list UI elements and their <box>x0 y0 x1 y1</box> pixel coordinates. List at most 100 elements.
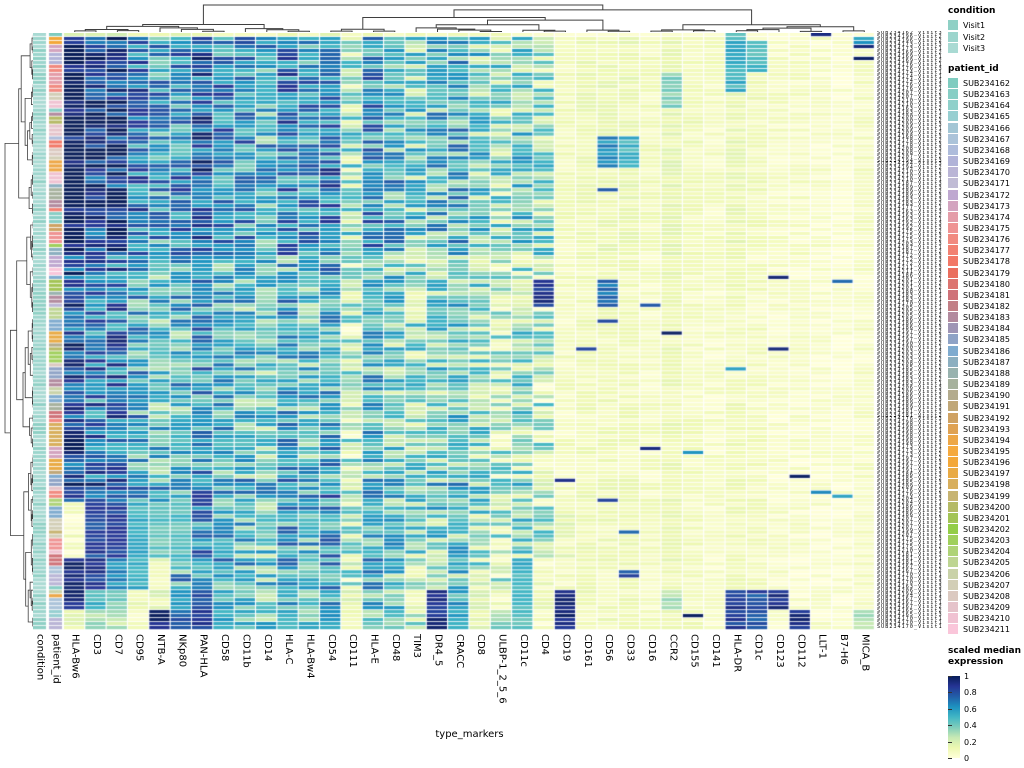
marker-label: CRACC <box>453 634 465 669</box>
marker-label: PAN-HLA <box>197 634 209 678</box>
marker-label: HLA-DR <box>731 634 743 673</box>
colorbar-gradient <box>948 676 960 758</box>
legend-patient-item-swatch <box>948 289 958 300</box>
colorbar-tick-mark <box>948 692 952 694</box>
marker-label: CCR2 <box>667 634 679 662</box>
legend-patient-item-swatch <box>948 546 958 557</box>
legend-patient-item-label: SUB234168 <box>963 145 1010 155</box>
marker-label: NKp80 <box>176 634 188 668</box>
legend-patient-item-label: SUB234205 <box>963 558 1010 568</box>
legend-patient-item-swatch <box>948 78 958 88</box>
legend-patient-item-swatch <box>948 379 958 390</box>
legend-patient-item-swatch <box>948 590 958 601</box>
legend-patient-item-swatch <box>948 535 958 546</box>
legend-patient-item-swatch <box>948 100 958 111</box>
marker-label: CD7 <box>112 634 124 656</box>
legend-patient-item-swatch <box>948 479 958 490</box>
legend-patient-item-swatch <box>948 122 958 133</box>
marker-label: HLA-E <box>368 634 380 664</box>
colorbar-tick-mark <box>948 741 952 743</box>
legend-panel: condition Visit1 Visit2 Visit3 patient_id … <box>948 0 1024 768</box>
legend-patient-item-swatch <box>948 334 958 345</box>
legend-patient-item-label: SUB234201 <box>963 513 1010 523</box>
colorbar-tick-label: 0.2 <box>964 737 977 747</box>
legend-patient-item-swatch <box>948 111 958 122</box>
legend-patient-item-swatch <box>948 624 958 635</box>
marker-label: B7-H6 <box>837 634 849 665</box>
legend-patient-item-swatch <box>948 468 958 479</box>
legend-patient-item-swatch <box>948 390 958 401</box>
marker-label: CD4 <box>539 634 551 656</box>
marker-label: CD1c <box>752 634 764 661</box>
legend-patient-item-swatch <box>948 501 958 512</box>
legend-patient-item-swatch <box>948 345 958 356</box>
legend-patient-item-label: SUB234187 <box>963 357 1010 367</box>
legend-condition-item-label: Visit3 <box>963 44 986 53</box>
legend-patient-item-swatch <box>948 557 958 568</box>
marker-label: CD141 <box>709 634 721 668</box>
legend-patient-item-label: SUB234170 <box>963 168 1010 178</box>
legend-patient-item-swatch <box>948 602 958 613</box>
legend-patient-item-label: SUB234180 <box>963 279 1010 289</box>
legend-patient-item-swatch <box>948 267 958 278</box>
colorbar-title: scaled median expression <box>948 646 1022 667</box>
x-axis-title: type_markers <box>435 729 504 740</box>
colorbar-tick-mark <box>948 708 952 710</box>
legend-patient-item-swatch <box>948 568 958 579</box>
legend-patient-item-label: SUB234192 <box>963 413 1010 423</box>
legend-patient-item-swatch <box>948 457 958 468</box>
marker-label: CD33 <box>624 634 636 662</box>
marker-label: NTB-A <box>155 634 167 665</box>
legend-patient-item-label: SUB234181 <box>963 290 1010 300</box>
colorbar-tick-mark <box>948 725 952 727</box>
legend-patient-item-swatch <box>948 356 958 367</box>
colorbar-tick-label: 0.4 <box>964 721 977 731</box>
legend-patient-item-label: SUB234164 <box>963 101 1010 111</box>
legend-patient-item-label: SUB234179 <box>963 268 1010 278</box>
legend-patient-item-label: SUB234167 <box>963 134 1010 144</box>
legend-patient-item-label: SUB234208 <box>963 591 1010 601</box>
legend-patient-item-label: SUB234175 <box>963 223 1010 233</box>
legend-patient-item-label: SUB234210 <box>963 614 1010 624</box>
marker-label: CD155 <box>688 634 700 668</box>
legend-patient-item-swatch <box>948 178 958 189</box>
legend-patient-item-swatch <box>948 211 958 222</box>
legend-patient-item-label: SUB234188 <box>963 368 1010 378</box>
legend-patient-item-swatch <box>948 434 958 445</box>
legend-patient-item-swatch <box>948 579 958 590</box>
legend-patient-item-swatch <box>948 412 958 423</box>
legend-patient-item-label: SUB234171 <box>963 179 1010 189</box>
marker-label: CD48 <box>389 634 401 662</box>
marker-label: CD11b <box>240 634 252 668</box>
legend-patient-item-label: SUB234166 <box>963 123 1010 133</box>
colorbar-tick-label: 1 <box>964 672 970 681</box>
marker-label: CD8 <box>475 634 487 656</box>
legend-patient-item-swatch <box>948 234 958 245</box>
legend-patient-item-swatch <box>948 144 958 155</box>
legend-patient-item-label: SUB234190 <box>963 391 1010 401</box>
legend-patient-item-swatch <box>948 167 958 178</box>
legend-patient-item-label: SUB234184 <box>963 324 1010 334</box>
legend-condition-item-swatch <box>948 31 958 42</box>
marker-label: CD161 <box>581 634 593 668</box>
legend-patient-item-label: SUB234207 <box>963 580 1010 590</box>
marker-label: CD95 <box>133 634 145 662</box>
legend-patient-item-label: SUB234206 <box>963 569 1010 579</box>
row-labels: SUB234162_Visit3 SUB234196_Visit2 SUB234… <box>877 31 943 630</box>
legend-patient-item-swatch <box>948 222 958 233</box>
colorbar-tick-mark <box>948 676 952 677</box>
legend-patient-item-label: SUB234163 <box>963 90 1010 100</box>
marker-label: CD112 <box>795 634 807 668</box>
marker-label: CD19 <box>560 634 572 662</box>
legend-patient-item-swatch <box>948 423 958 434</box>
legend-patient-title: patient_id <box>948 64 999 74</box>
legend-patient-item-swatch <box>948 200 958 211</box>
marker-label: CD111 <box>347 634 359 668</box>
legend-patient-item-label: SUB234178 <box>963 257 1010 267</box>
legend-patient-item-label: SUB234183 <box>963 313 1010 323</box>
marker-label: LLT-1 <box>816 634 828 659</box>
legend-patient-item-label: SUB234191 <box>963 402 1010 412</box>
legend-patient-item-label: SUB234173 <box>963 201 1010 211</box>
marker-label: ULBP-1_2_5_6 <box>496 634 508 704</box>
column-dendrogram <box>74 4 865 32</box>
